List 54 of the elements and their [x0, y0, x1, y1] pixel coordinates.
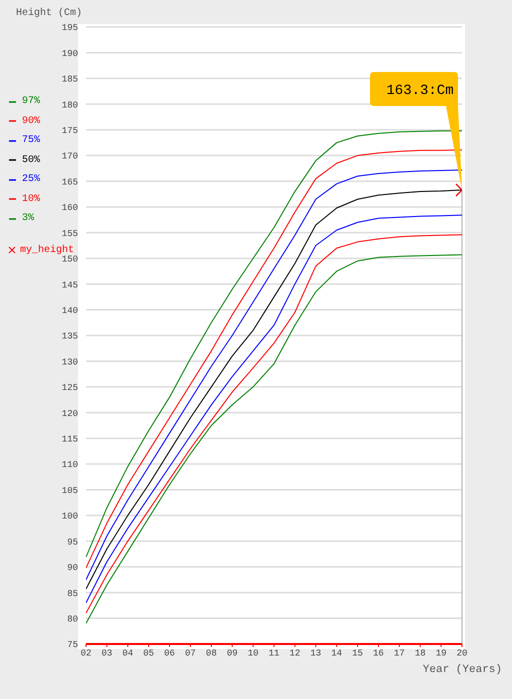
legend-label: 97% — [22, 95, 40, 109]
y-tick-label: 120 — [62, 408, 78, 419]
y-tick-label: 85 — [67, 588, 78, 599]
legend-label: 90% — [22, 114, 40, 128]
y-tick-label: 130 — [62, 357, 78, 368]
y-tick-label: 140 — [62, 306, 78, 316]
y-tick-label: 160 — [62, 203, 78, 214]
x-tick-label: 10 — [248, 648, 259, 658]
y-tick-label: 110 — [62, 460, 78, 470]
x-tick-label: 07 — [185, 648, 196, 658]
x-tick-label: 06 — [164, 648, 175, 658]
y-tick-label: 170 — [62, 152, 78, 162]
x-axis-title: Year (Years) — [422, 664, 502, 676]
y-axis-title: Height (Cm) — [16, 8, 82, 19]
y-tick-label: 150 — [62, 254, 78, 265]
y-tick-label: 75 — [67, 640, 78, 650]
legend-label: 25% — [22, 173, 40, 187]
annotation: 163.3:Cm — [386, 82, 454, 99]
y-tick-label: 115 — [62, 434, 78, 445]
x-tick-label: 18 — [414, 648, 426, 658]
y-tick-label: 90 — [67, 563, 78, 574]
x-tick-label: 05 — [143, 648, 154, 658]
y-tick-label: 135 — [62, 332, 78, 342]
y-tick-label: 100 — [62, 512, 78, 522]
x-tick-label: 16 — [373, 648, 384, 658]
x-tick-label: 13 — [310, 648, 322, 658]
y-tick-label: 105 — [62, 486, 78, 496]
y-tick-label: 165 — [62, 177, 78, 188]
x-tick-label: 03 — [101, 648, 112, 658]
x-tick-label: 11 — [268, 648, 280, 658]
y-tick-label: 145 — [62, 280, 78, 290]
x-tick-label: 19 — [436, 648, 447, 658]
legend-label: 75% — [22, 134, 40, 148]
x-tick-label: 17 — [394, 648, 405, 658]
y-tick-label: 190 — [62, 48, 78, 59]
y-tick-label: 185 — [62, 74, 78, 85]
x-tick-label: 20 — [456, 648, 468, 658]
x-tick-label: 09 — [226, 648, 238, 658]
y-tick-label: 125 — [62, 383, 78, 394]
y-tick-label: 175 — [62, 126, 78, 136]
legend-label: 3% — [22, 212, 34, 226]
legend-label: 50% — [22, 154, 40, 168]
y-tick-label: 195 — [62, 23, 78, 34]
legend-label: 10% — [22, 192, 40, 206]
y-tick-label: 180 — [62, 100, 78, 110]
y-tick-label: 80 — [67, 614, 78, 624]
x-tick-label: 02 — [80, 648, 92, 658]
x-tick-label: 15 — [352, 648, 363, 658]
x-tick-label: 04 — [122, 648, 134, 658]
x-tick-label: 14 — [331, 648, 342, 658]
y-tick-label: 155 — [62, 228, 78, 239]
y-tick-label: 95 — [67, 537, 78, 548]
x-tick-label: 12 — [289, 648, 300, 658]
x-tick-label: 08 — [206, 648, 217, 658]
